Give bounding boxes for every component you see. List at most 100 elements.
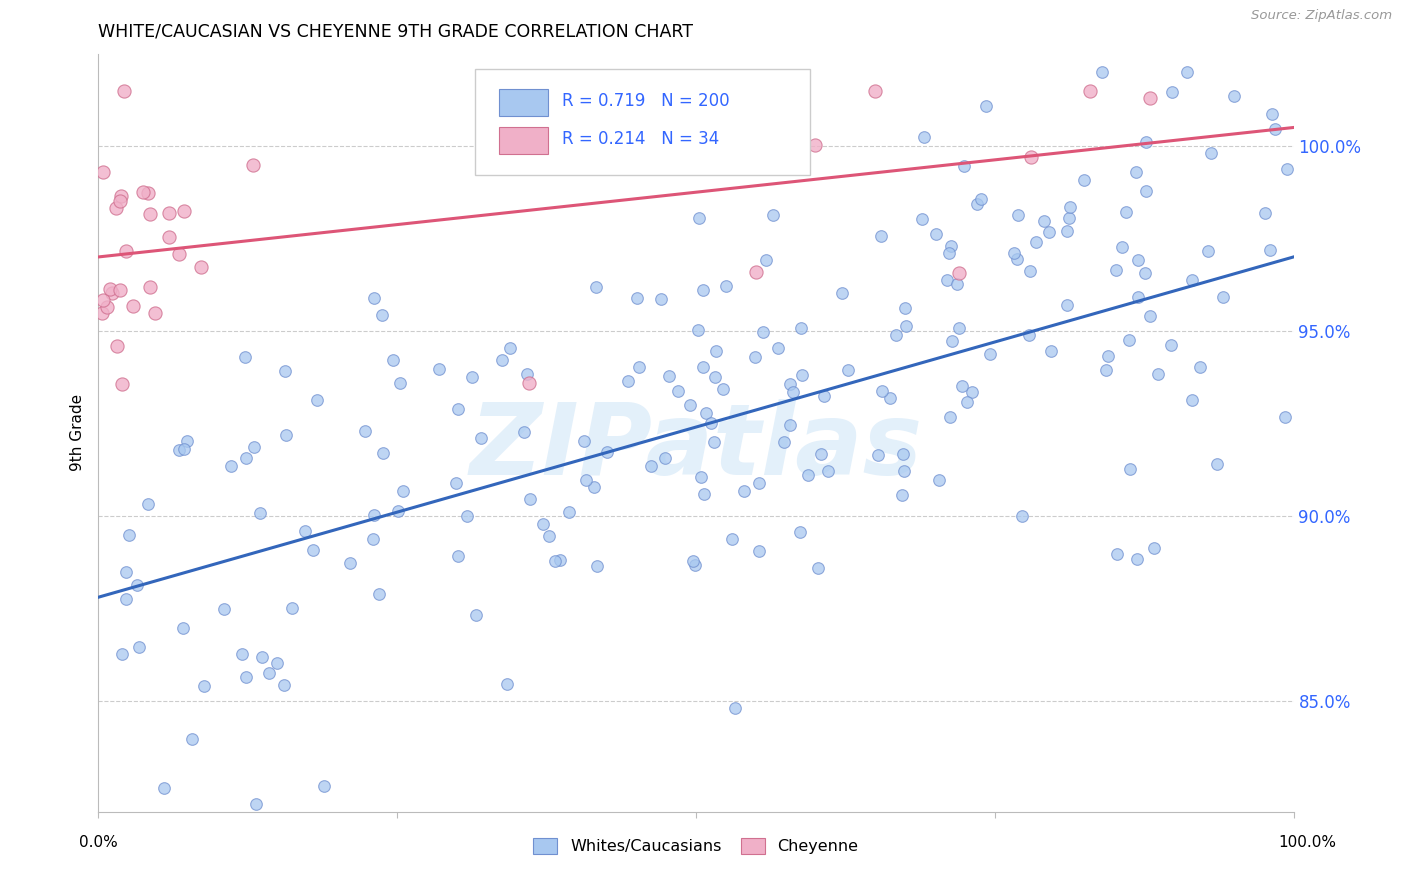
Point <box>685 558 707 572</box>
Point <box>381 353 404 368</box>
Point <box>1264 122 1286 136</box>
Point <box>796 468 818 483</box>
Point <box>948 320 970 334</box>
Point <box>626 291 648 305</box>
Point <box>1198 244 1220 258</box>
Point <box>302 543 325 558</box>
Point <box>212 602 235 616</box>
Point <box>585 280 607 294</box>
Point <box>447 549 470 563</box>
Point <box>371 446 394 460</box>
Point <box>136 497 159 511</box>
Point <box>257 666 280 681</box>
Point <box>91 306 114 320</box>
Point <box>703 435 725 450</box>
Point <box>911 211 934 226</box>
Point <box>1005 252 1028 267</box>
Point <box>682 554 704 568</box>
Point <box>139 207 162 221</box>
Point <box>193 679 215 693</box>
Point <box>762 208 785 222</box>
Point <box>1080 83 1102 97</box>
Point <box>1126 552 1149 566</box>
Point <box>953 159 976 173</box>
Text: R = 0.214   N = 34: R = 0.214 N = 34 <box>562 130 720 148</box>
Point <box>101 285 124 300</box>
Text: Source: ZipAtlas.com: Source: ZipAtlas.com <box>1251 9 1392 22</box>
Point <box>976 99 998 113</box>
Point <box>363 508 385 523</box>
Point <box>1018 327 1040 342</box>
Point <box>1019 150 1042 164</box>
Point <box>938 246 960 260</box>
Point <box>427 361 450 376</box>
Point <box>1135 135 1157 149</box>
Point <box>779 377 801 392</box>
Point <box>666 384 689 399</box>
Point <box>444 476 467 491</box>
Point <box>969 192 991 206</box>
Point <box>1105 263 1128 277</box>
Point <box>1056 224 1078 238</box>
Point <box>173 203 195 218</box>
Point <box>1143 541 1166 555</box>
Point <box>531 516 554 531</box>
Point <box>582 480 605 494</box>
Point <box>813 389 835 403</box>
Point <box>157 206 180 220</box>
Point <box>1181 273 1204 287</box>
Point <box>1097 350 1119 364</box>
Point <box>464 607 486 622</box>
Point <box>1115 205 1137 219</box>
Point <box>245 797 267 812</box>
Point <box>733 484 755 499</box>
Point <box>595 445 617 459</box>
Point <box>695 407 717 421</box>
Point <box>93 165 115 179</box>
Point <box>1107 548 1129 562</box>
Point <box>945 277 967 292</box>
Point <box>1011 508 1033 523</box>
Point <box>928 473 950 487</box>
Point <box>692 359 714 374</box>
Point <box>266 656 288 670</box>
Point <box>939 239 962 253</box>
Point <box>1147 368 1170 382</box>
Point <box>1038 225 1060 239</box>
Point <box>1223 89 1246 103</box>
Point <box>1126 290 1149 304</box>
Point <box>617 374 640 388</box>
Point <box>499 341 522 355</box>
Point <box>1033 214 1056 228</box>
Point <box>470 431 492 445</box>
Point <box>131 185 153 199</box>
Point <box>1274 410 1296 425</box>
Point <box>1181 392 1204 407</box>
Text: 0.0%: 0.0% <box>79 836 118 850</box>
Point <box>807 561 830 575</box>
Point <box>721 532 744 546</box>
Point <box>782 385 804 400</box>
Point <box>461 370 484 384</box>
Point <box>110 189 132 203</box>
Point <box>128 640 150 654</box>
Point <box>456 508 478 523</box>
Point <box>512 425 534 439</box>
Point <box>896 319 918 334</box>
Point <box>1175 65 1198 79</box>
Point <box>925 227 948 241</box>
Point <box>176 434 198 449</box>
Point <box>115 244 138 258</box>
Point <box>689 470 711 484</box>
Point <box>693 487 716 501</box>
Point <box>112 83 135 97</box>
Point <box>747 544 769 558</box>
Point <box>1199 146 1222 161</box>
Point <box>831 286 853 301</box>
Point <box>91 293 114 308</box>
Point <box>252 649 274 664</box>
Point <box>305 393 328 408</box>
Point <box>1091 65 1114 79</box>
Point <box>817 464 839 478</box>
Point <box>939 409 962 424</box>
